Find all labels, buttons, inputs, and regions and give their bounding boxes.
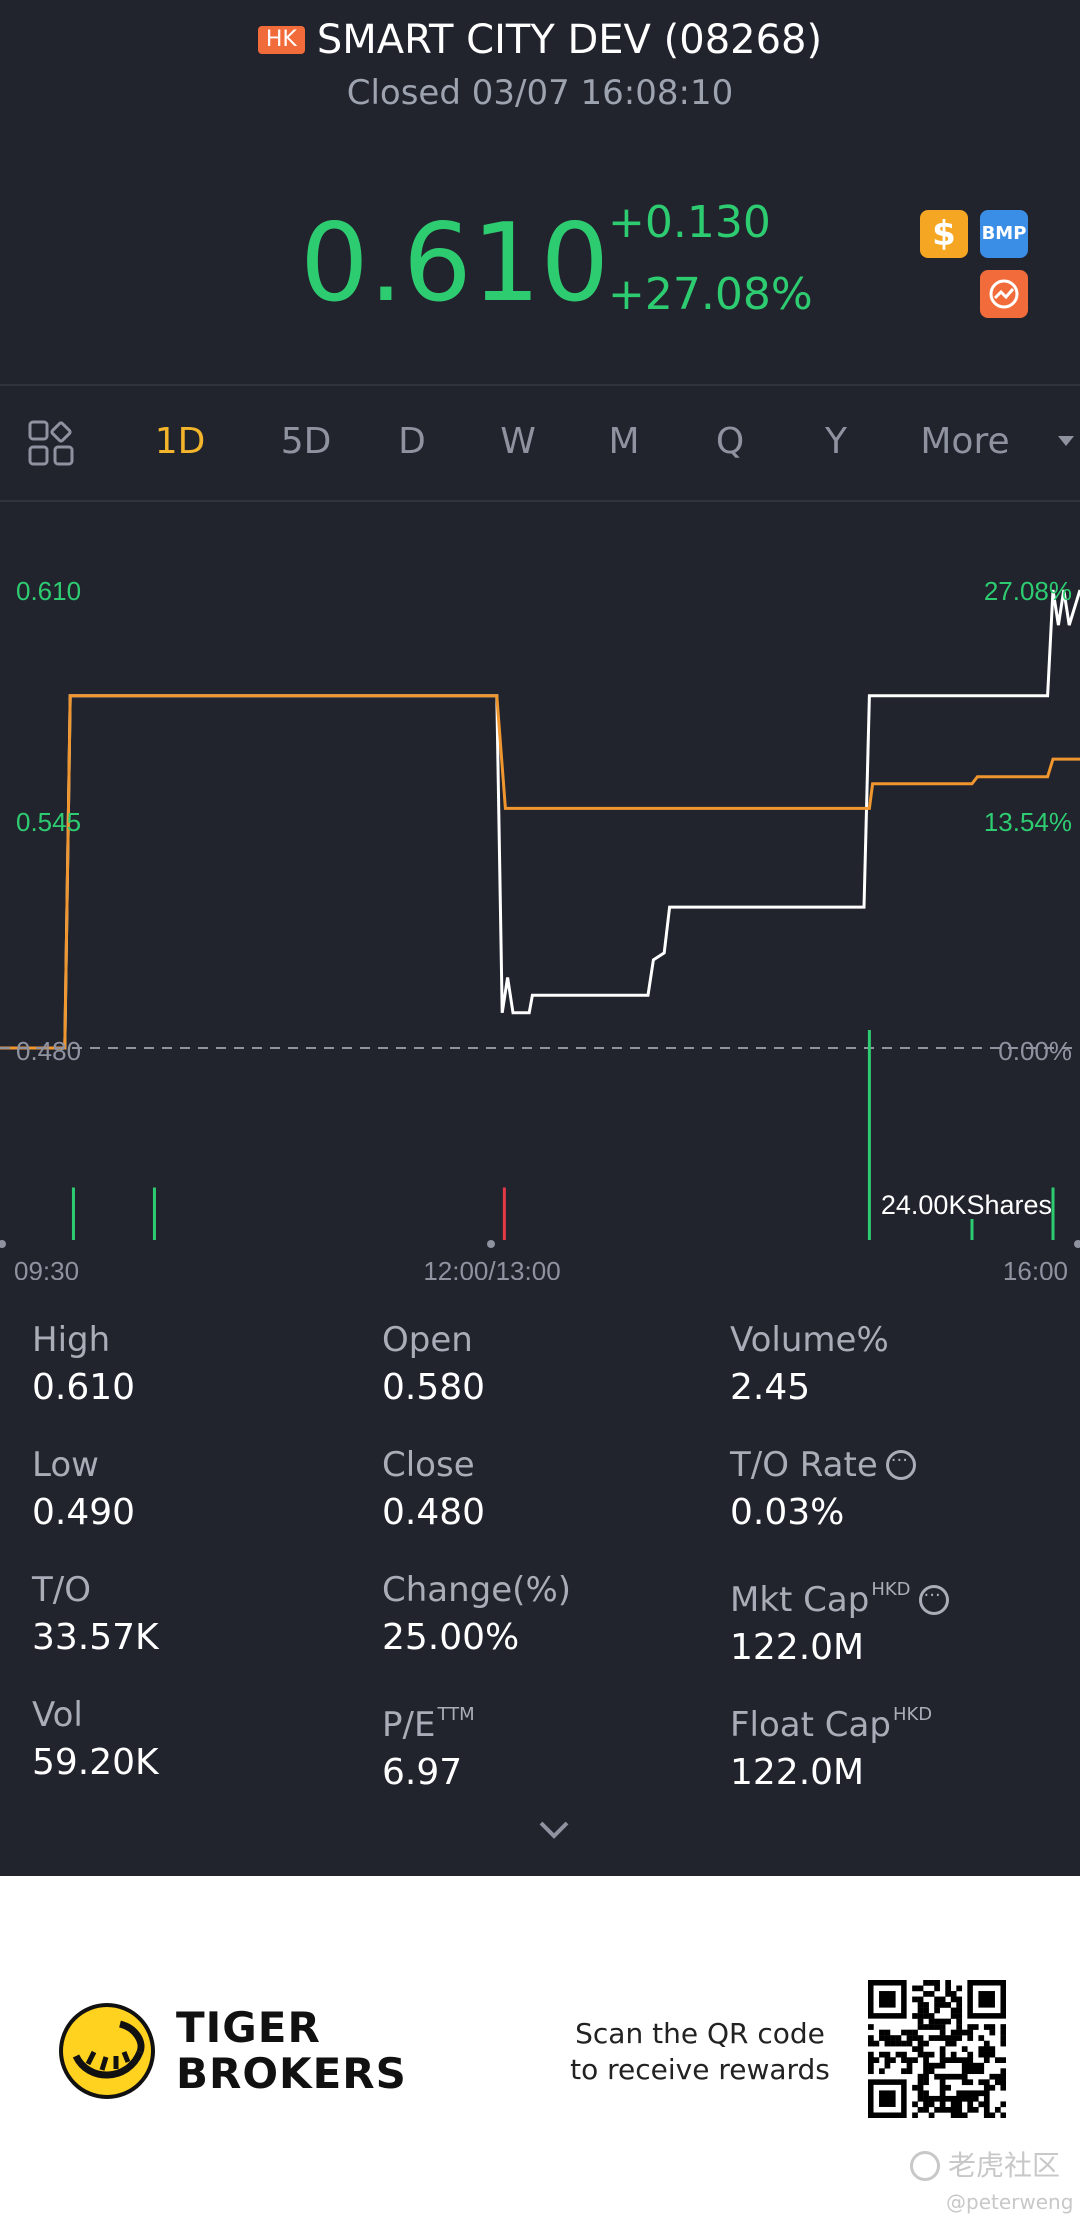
share-footer	[0, 1876, 1080, 2222]
dollar-icon[interactable]: $	[920, 210, 968, 258]
stat-float-cap: Float Cap HKD 122.0M	[730, 1704, 933, 1793]
info-icon[interactable]	[885, 1441, 916, 1481]
tab-q[interactable]: Q	[715, 421, 745, 462]
last-price: 0.610	[300, 201, 610, 326]
y-right-label: 27.08%	[984, 576, 1072, 606]
stat-pe: P/E TTM 6.97	[382, 1704, 475, 1793]
price-change: +0.130	[608, 197, 771, 248]
x-label: 12:00/13:00	[423, 1256, 560, 1280]
intraday-chart[interactable]: 0.610 0.545 0.480 27.08% 13.54% 0.00% 24…	[0, 500, 1080, 1280]
brand-name: TIGER BROKERS	[176, 2003, 407, 2098]
watermark: 老虎社区	[910, 2144, 1060, 2184]
tab-1d[interactable]: 1D	[154, 421, 206, 462]
options-icon[interactable]	[980, 270, 1028, 318]
scan-caption: Scan the QR code to receive rewards	[570, 2017, 830, 2086]
y-left-label: 0.610	[16, 576, 81, 606]
y-left-label: 0.480	[16, 1036, 81, 1066]
x-label: 09:30	[14, 1256, 79, 1280]
y-right-label: 0.00%	[998, 1036, 1072, 1066]
volume-max-label: 24.00KShares	[881, 1190, 1052, 1220]
tab-y[interactable]: Y	[825, 421, 847, 462]
stat-change-pct: Change(%) 25.00%	[382, 1570, 572, 1658]
divider	[0, 500, 1080, 502]
market-badge: HK	[257, 26, 305, 54]
tab-more[interactable]: More	[920, 421, 1010, 462]
x-label: 16:00	[1003, 1256, 1068, 1280]
axis-dot	[487, 1240, 495, 1248]
axis-dot	[1074, 1240, 1080, 1248]
average-price-line	[0, 694, 1080, 1050]
y-left-label: 0.545	[16, 807, 81, 837]
options-glyph	[989, 279, 1019, 309]
tab-d[interactable]: D	[398, 421, 426, 462]
watermark-user: @peterweng	[946, 2190, 1074, 2214]
y-right-label: 13.54%	[984, 807, 1072, 837]
stat-high: High 0.610	[32, 1320, 136, 1408]
stock-title: HK SMART CITY DEV (08268)	[0, 16, 1080, 64]
stat-open: Open 0.580	[382, 1320, 486, 1408]
divider	[0, 384, 1080, 386]
chevron-down-icon[interactable]	[538, 1820, 570, 1840]
market-status: Closed 03/07 16:08:10	[346, 73, 734, 113]
qr-code	[868, 1980, 1006, 2118]
axis-dot	[0, 1240, 6, 1248]
stat-to-rate: T/O Rate0.03%	[730, 1441, 916, 1535]
caret-down-icon[interactable]	[1058, 436, 1074, 448]
price-line	[0, 589, 1080, 1050]
stat-turnover: T/O 33.57K	[32, 1570, 159, 1658]
stat-close: Close 0.480	[382, 1445, 486, 1533]
stock-name: SMART CITY DEV (08268)	[316, 17, 823, 63]
tab-w[interactable]: W	[500, 421, 536, 462]
bmp-icon[interactable]: BMP	[980, 210, 1028, 258]
stat-low: Low 0.490	[32, 1445, 136, 1533]
tab-m[interactable]: M	[608, 421, 640, 462]
chat-bubble-icon	[910, 2151, 940, 2181]
tab-5d[interactable]: 5D	[280, 421, 332, 462]
price-change-percent: +27.08%	[608, 269, 813, 320]
period-tabs: 1D 5D D W M Q Y More	[0, 386, 1080, 498]
stat-volume-pct: Volume% 2.45	[730, 1320, 889, 1408]
layout-grid-icon[interactable]	[28, 420, 74, 466]
info-icon[interactable]	[918, 1576, 949, 1616]
tiger-logo-icon	[59, 2003, 155, 2099]
stat-vol: Vol 59.20K	[32, 1695, 159, 1783]
